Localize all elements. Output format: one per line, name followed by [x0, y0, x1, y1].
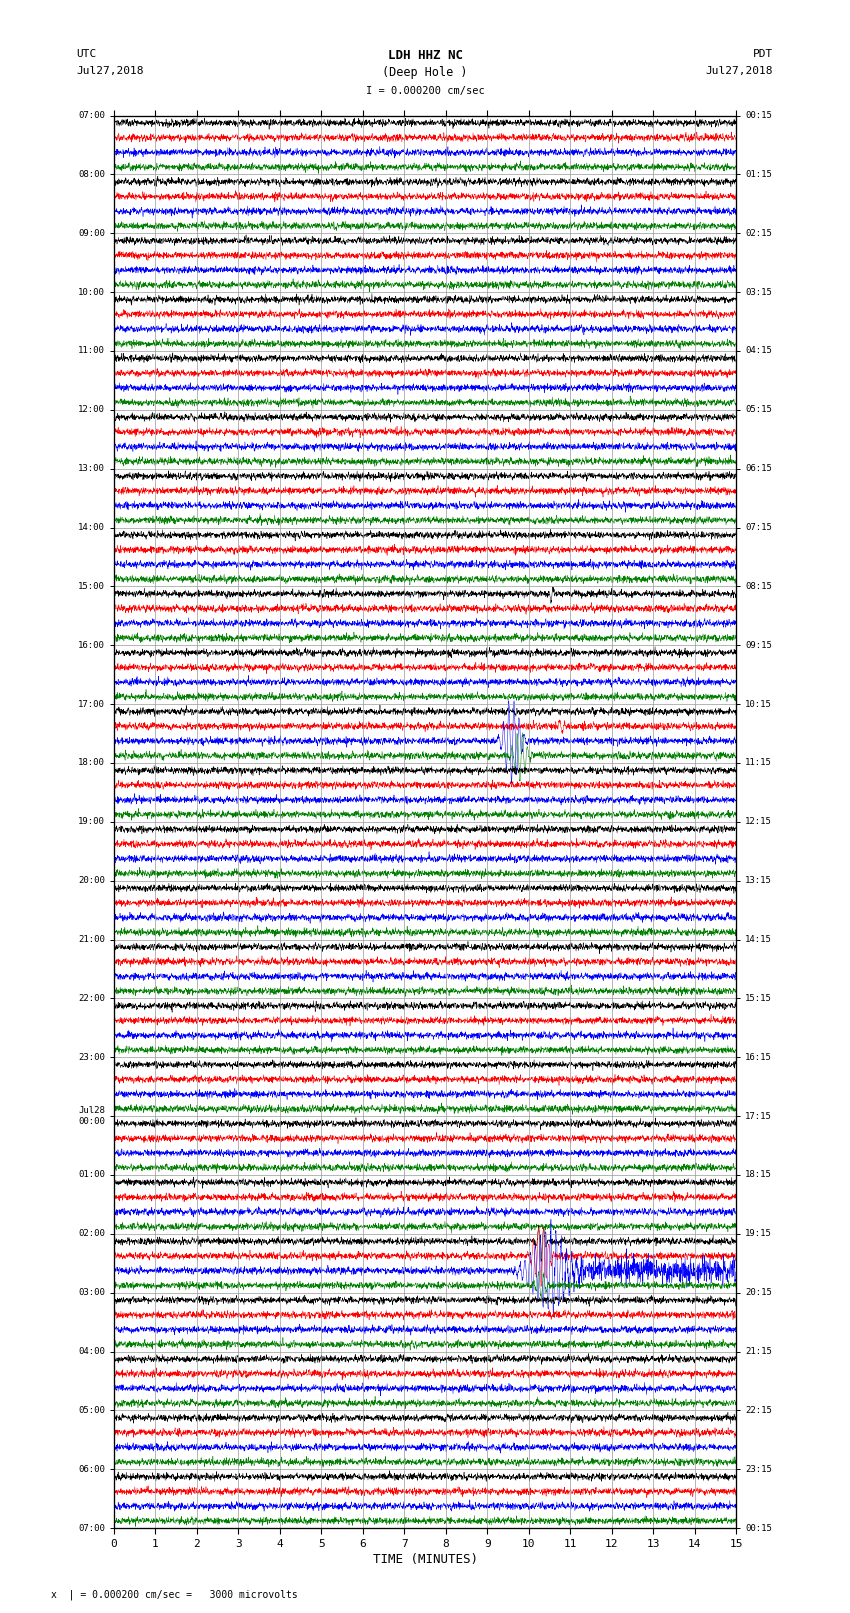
Text: Jul27,2018: Jul27,2018: [706, 66, 774, 76]
Text: (Deep Hole ): (Deep Hole ): [382, 66, 468, 79]
Text: x  | = 0.000200 cm/sec =   3000 microvolts: x | = 0.000200 cm/sec = 3000 microvolts: [51, 1589, 298, 1600]
Text: LDH HHZ NC: LDH HHZ NC: [388, 48, 462, 61]
Text: PDT: PDT: [753, 48, 774, 60]
X-axis label: TIME (MINUTES): TIME (MINUTES): [372, 1553, 478, 1566]
Text: UTC: UTC: [76, 48, 97, 60]
Text: I = 0.000200 cm/sec: I = 0.000200 cm/sec: [366, 85, 484, 95]
Text: Jul27,2018: Jul27,2018: [76, 66, 144, 76]
